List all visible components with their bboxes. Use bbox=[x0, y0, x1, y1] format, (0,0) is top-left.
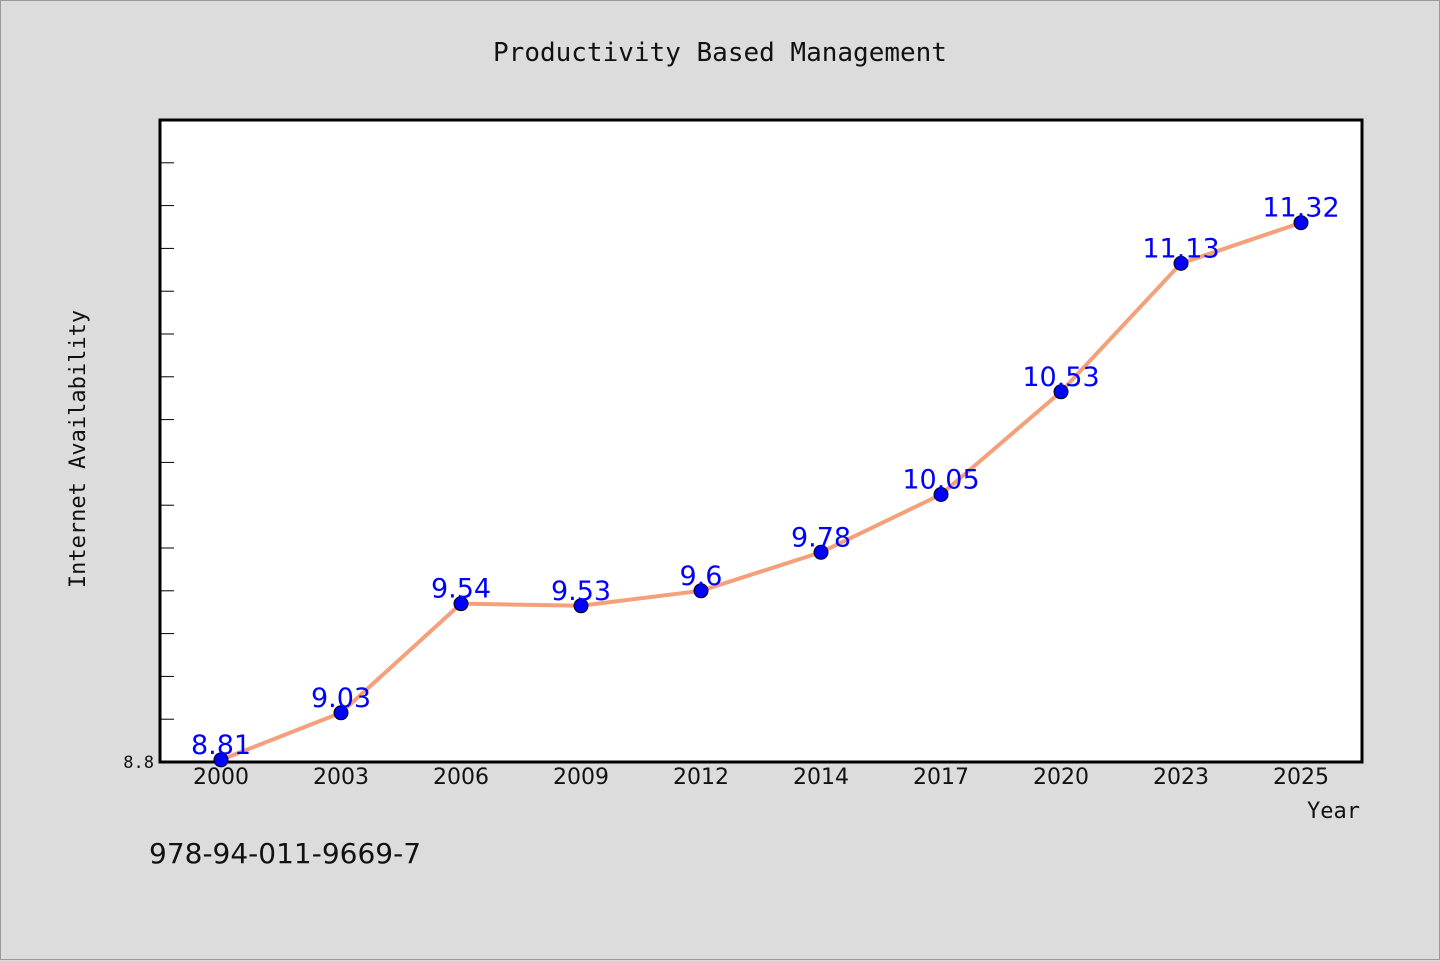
x-axis-tick-labels: 2000 2003 2006 2009 2012 2014 2017 2020 2023 2025 bbox=[193, 765, 1329, 790]
data-point bbox=[813, 544, 829, 560]
x-tick-label: 2009 bbox=[553, 765, 609, 790]
data-label: 8.81 bbox=[191, 730, 251, 761]
data-label: 10.53 bbox=[1022, 362, 1099, 393]
data-point bbox=[213, 752, 229, 768]
data-point bbox=[573, 598, 589, 614]
data-label: 9.54 bbox=[431, 574, 491, 605]
data-label: 9.53 bbox=[551, 576, 611, 607]
x-tick-label: 2020 bbox=[1033, 765, 1089, 790]
data-label: 10.05 bbox=[902, 465, 979, 496]
data-label: 9.78 bbox=[791, 522, 851, 553]
x-tick-label: 2000 bbox=[193, 765, 249, 790]
x-tick-label: 2025 bbox=[1273, 765, 1329, 790]
data-point bbox=[693, 583, 709, 599]
data-label: 9.6 bbox=[680, 561, 723, 592]
y-tick-label: 8.8 bbox=[123, 753, 154, 773]
x-axis-label: Year bbox=[1307, 799, 1360, 824]
series-line bbox=[220, 220, 1302, 762]
plot-area bbox=[158, 118, 1364, 764]
data-point bbox=[333, 705, 349, 721]
x-tick-label: 2003 bbox=[313, 765, 369, 790]
data-point bbox=[1173, 255, 1189, 271]
data-markers bbox=[213, 215, 1309, 768]
data-point bbox=[933, 487, 949, 502]
data-label: 11.13 bbox=[1142, 233, 1219, 264]
x-tick-label: 2014 bbox=[793, 765, 849, 790]
data-labels: 8.81 9.03 9.54 9.53 9.6 9.78 10.05 10.53 11.13 11… bbox=[191, 193, 1340, 761]
data-label: 9.03 bbox=[311, 683, 371, 714]
x-tick-label: 2006 bbox=[433, 765, 489, 790]
data-point bbox=[1053, 384, 1069, 400]
x-tick-label: 2017 bbox=[913, 765, 969, 790]
y-axis-minor-ticks bbox=[160, 162, 174, 720]
data-point bbox=[453, 596, 469, 612]
x-tick-label: 2023 bbox=[1153, 765, 1209, 790]
y-axis-label: Internet Availability bbox=[66, 310, 91, 588]
isbn-text: 978-94-011-9669-7 bbox=[149, 837, 421, 870]
x-tick-label: 2012 bbox=[673, 765, 729, 790]
chart-title: Productivity Based Management bbox=[493, 38, 947, 68]
y-axis-tick-labels: 8.8 bbox=[123, 753, 154, 773]
data-point bbox=[1293, 215, 1309, 231]
data-label: 11.32 bbox=[1262, 193, 1339, 224]
